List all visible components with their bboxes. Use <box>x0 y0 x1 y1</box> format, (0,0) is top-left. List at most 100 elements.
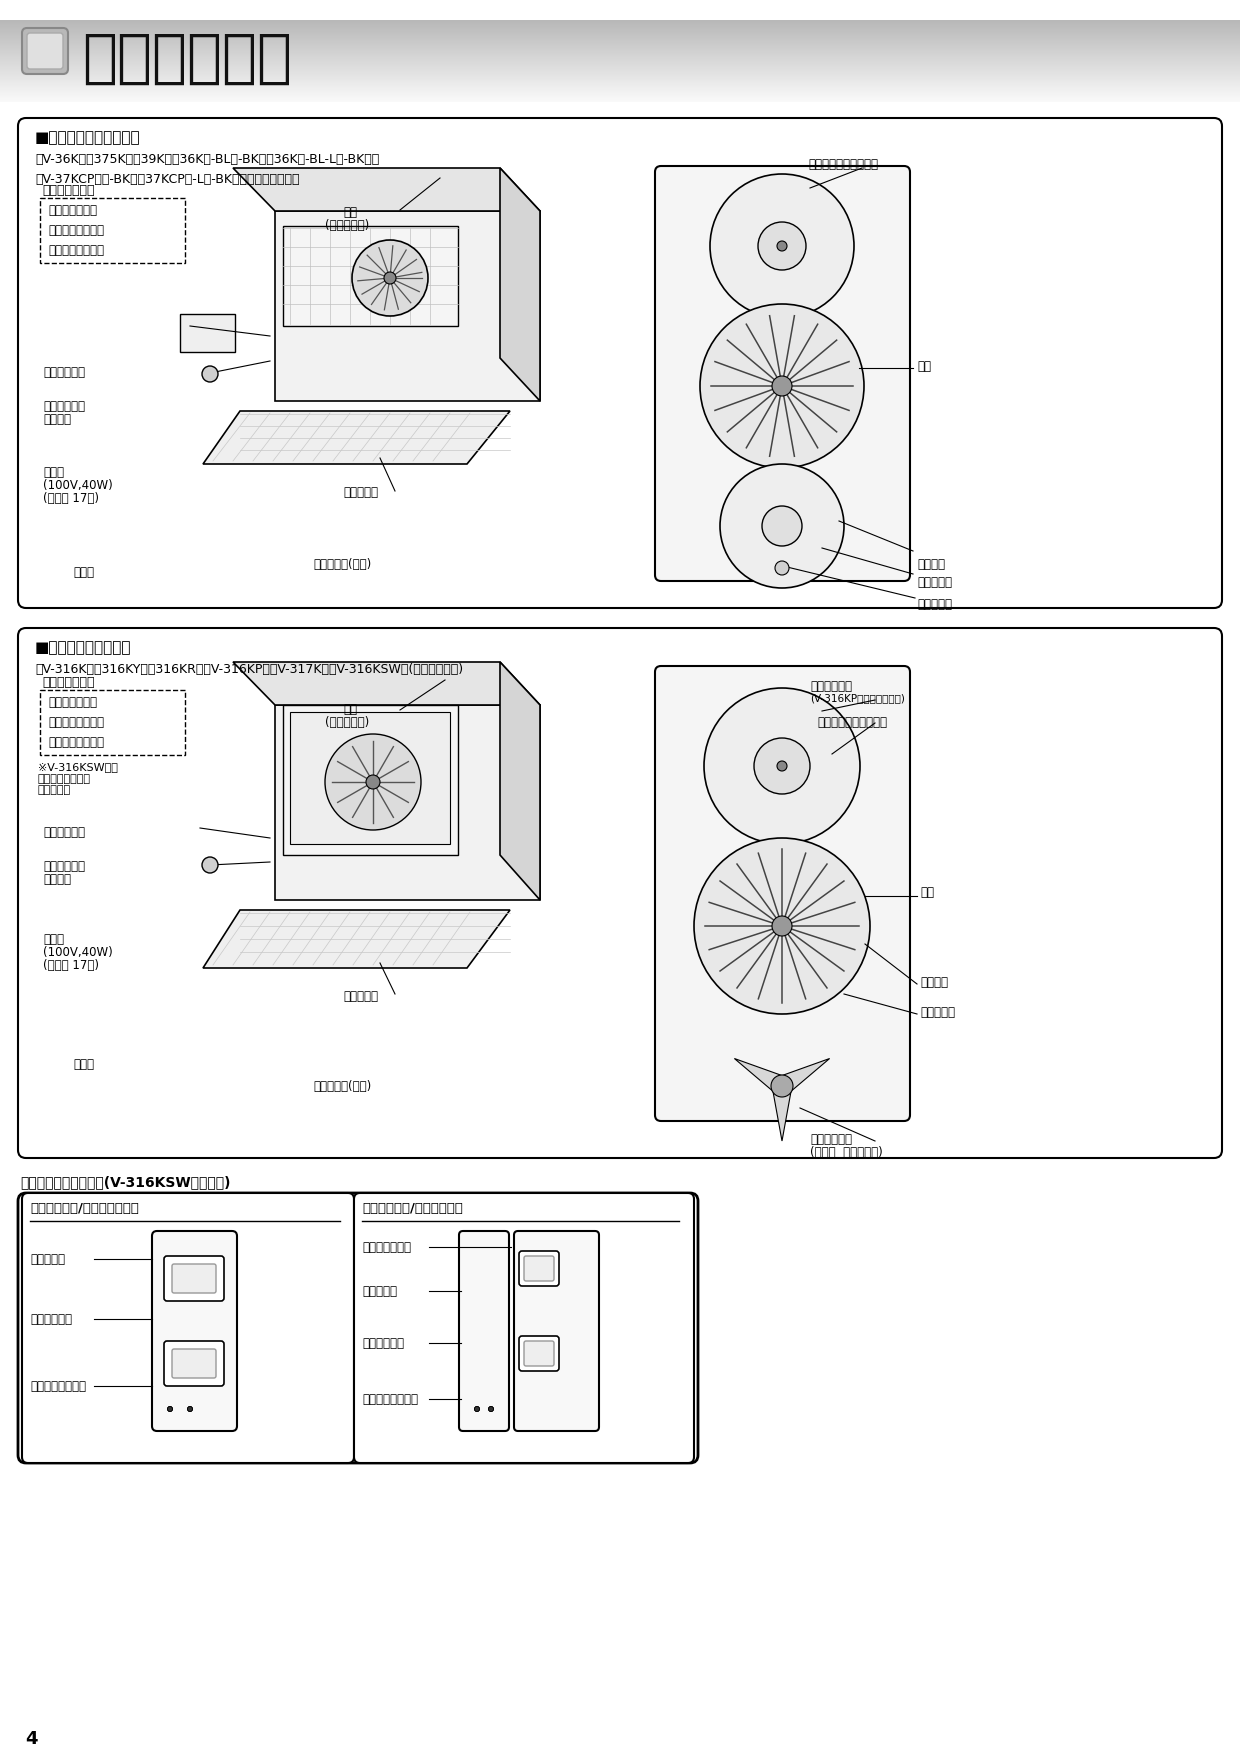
Polygon shape <box>233 168 539 210</box>
FancyBboxPatch shape <box>655 167 910 581</box>
Text: (ケーシング): (ケーシング) <box>325 716 370 730</box>
Circle shape <box>167 1407 172 1412</box>
Text: スイッチパネル、: スイッチパネル、 <box>48 244 104 258</box>
Text: 取付ねじ: 取付ねじ <box>43 873 71 886</box>
FancyBboxPatch shape <box>164 1342 224 1386</box>
Circle shape <box>475 1407 480 1412</box>
Bar <box>40 689 185 754</box>
Text: 風量切換スイッチ: 風量切換スイッチ <box>362 1393 418 1407</box>
Text: フィルター(２層): フィルター(２層) <box>312 1080 371 1093</box>
Text: (100V,40W): (100V,40W) <box>43 945 113 959</box>
FancyBboxPatch shape <box>172 1265 216 1293</box>
Text: 羽根: 羽根 <box>918 360 931 374</box>
Circle shape <box>489 1407 494 1412</box>
Text: コントロールスイッチ(V-316KSW６の場合): コントロールスイッチ(V-316KSW６の場合) <box>20 1175 231 1189</box>
Text: つまみねじ: つまみねじ <box>918 598 952 610</box>
Text: 本体: 本体 <box>343 703 357 716</box>
Text: (口金径 17㎜): (口金径 17㎜) <box>43 959 99 972</box>
Text: ランプカバー: ランプカバー <box>43 367 86 379</box>
Text: ※V-316KSW６は
　スイッチはあり
　ません。: ※V-316KSW６は スイッチはあり ません。 <box>38 761 118 795</box>
Circle shape <box>704 688 861 844</box>
Text: ランプ: ランプ <box>43 467 64 479</box>
Circle shape <box>187 1407 192 1412</box>
FancyBboxPatch shape <box>22 1193 353 1463</box>
Text: 各部のなまえ: 各部のなまえ <box>82 30 291 88</box>
Text: V-316K７・316KY７・316KR７・V-316KP７・V-317K７・V-316KSW６(角排気タイプ): V-316K７・316KY７・316KR７・V-316KP７・V-317K７・V… <box>35 663 463 675</box>
Circle shape <box>694 838 870 1014</box>
FancyBboxPatch shape <box>22 28 68 74</box>
FancyBboxPatch shape <box>172 1349 216 1379</box>
Text: (または  つまみねじ): (または つまみねじ) <box>810 1145 883 1159</box>
Circle shape <box>167 1407 172 1412</box>
Circle shape <box>489 1407 494 1412</box>
Text: 差込部: 差込部 <box>73 567 94 579</box>
Circle shape <box>777 761 787 772</box>
Circle shape <box>763 505 802 545</box>
Text: 電源スイッチ: 電源スイッチ <box>30 1314 72 1326</box>
Text: (ケーシング): (ケーシング) <box>325 219 370 232</box>
FancyBboxPatch shape <box>19 118 1221 609</box>
FancyBboxPatch shape <box>655 667 910 1121</box>
Text: ■ターボファンタイプ: ■ターボファンタイプ <box>35 640 131 654</box>
Circle shape <box>187 1407 192 1412</box>
FancyBboxPatch shape <box>520 1337 559 1372</box>
FancyBboxPatch shape <box>353 1193 694 1463</box>
Bar <box>290 712 450 844</box>
Text: スイッチ操作部: スイッチ操作部 <box>42 184 94 196</box>
Circle shape <box>758 223 806 270</box>
Text: ベルマウス: ベルマウス <box>343 989 378 1003</box>
Text: ランプカバー: ランプカバー <box>43 826 86 838</box>
Text: 照明ランプ入/切スイッチなし: 照明ランプ入/切スイッチなし <box>30 1201 139 1216</box>
Circle shape <box>475 1407 480 1412</box>
Text: 表示ランプ: 表示ランプ <box>30 1252 64 1266</box>
Bar <box>180 314 236 353</box>
Circle shape <box>384 272 396 284</box>
Circle shape <box>775 561 789 575</box>
Polygon shape <box>275 210 539 402</box>
Circle shape <box>202 367 218 382</box>
Text: 表示ランプ: 表示ランプ <box>362 1286 397 1298</box>
FancyBboxPatch shape <box>515 1231 599 1431</box>
Text: 風量切換スイッチ: 風量切換スイッチ <box>48 716 104 730</box>
Circle shape <box>167 1407 172 1412</box>
FancyBboxPatch shape <box>27 33 63 68</box>
Text: ランプカバー: ランプカバー <box>43 859 86 873</box>
Text: ランプ: ランプ <box>43 933 64 945</box>
Text: 風量切換スイッチ: 風量切換スイッチ <box>30 1380 86 1393</box>
Bar <box>283 705 458 854</box>
Bar <box>40 198 185 263</box>
Text: ベルマウス: ベルマウス <box>920 1007 955 1019</box>
Text: モーターシャフトピン: モーターシャフトピン <box>808 158 878 170</box>
Text: ランプスイッチ: ランプスイッチ <box>362 1242 410 1254</box>
Circle shape <box>325 733 422 830</box>
Text: スピナー: スピナー <box>920 975 949 989</box>
Circle shape <box>777 240 787 251</box>
FancyBboxPatch shape <box>153 1231 237 1431</box>
Circle shape <box>475 1407 480 1412</box>
Text: ちょうボルト: ちょうボルト <box>810 1133 852 1145</box>
FancyBboxPatch shape <box>525 1256 554 1280</box>
Polygon shape <box>734 1058 787 1094</box>
Circle shape <box>754 738 810 795</box>
Circle shape <box>187 1407 192 1412</box>
Text: 照明ランプ入/切スイッチ付: 照明ランプ入/切スイッチ付 <box>362 1201 463 1216</box>
Circle shape <box>352 240 428 316</box>
Polygon shape <box>500 661 539 900</box>
Polygon shape <box>275 705 539 900</box>
Polygon shape <box>777 1058 830 1094</box>
Circle shape <box>711 174 854 317</box>
FancyBboxPatch shape <box>525 1342 554 1366</box>
Circle shape <box>773 916 792 937</box>
Text: ランプカバー: ランプカバー <box>43 400 86 412</box>
Text: V-37KCP６（-BK）・37KCP６-L（-BK）（丸排気タイプ）: V-37KCP６（-BK）・37KCP６-L（-BK）（丸排気タイプ） <box>35 174 300 186</box>
Text: 取付ねじ: 取付ねじ <box>43 412 71 426</box>
Text: 羽根: 羽根 <box>920 886 934 900</box>
Bar <box>283 226 458 326</box>
Text: ランプスイッチ: ランプスイッチ <box>48 696 97 709</box>
FancyBboxPatch shape <box>459 1231 508 1431</box>
Text: 本体: 本体 <box>343 205 357 219</box>
Polygon shape <box>500 168 539 402</box>
Circle shape <box>720 465 844 588</box>
FancyBboxPatch shape <box>19 628 1221 1158</box>
Text: モーターシャフトピン: モーターシャフトピン <box>817 716 887 730</box>
